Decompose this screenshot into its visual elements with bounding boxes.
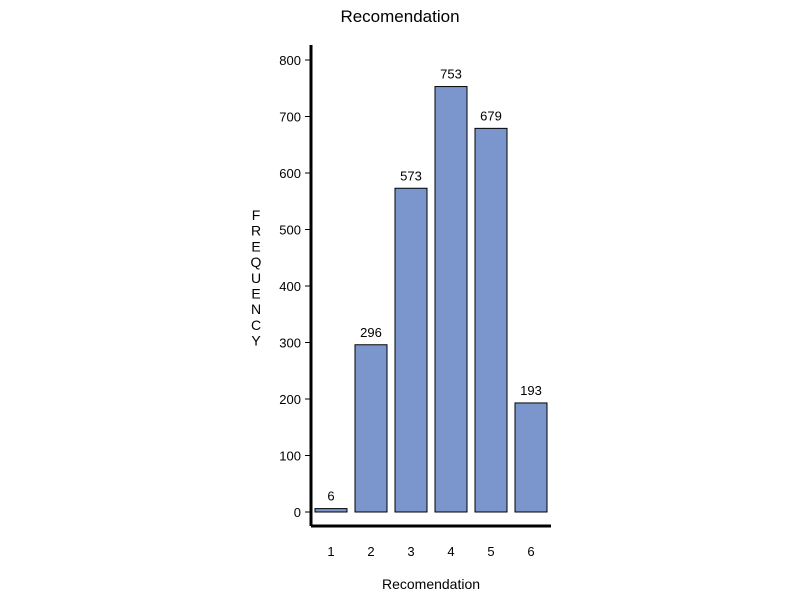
bar-6 <box>514 402 548 513</box>
y-tick-label: 600 <box>279 166 301 181</box>
y-tick-label: 200 <box>279 392 301 407</box>
bar-value-label: 193 <box>520 383 542 398</box>
x-axis-ticks: 1 2 3 4 5 6 <box>327 544 534 559</box>
x-tick-label: 1 <box>327 544 334 559</box>
bar-4 <box>434 86 468 513</box>
bar-5 <box>474 127 508 513</box>
bar-value-label: 296 <box>360 325 382 340</box>
y-tick-label: 500 <box>279 223 301 238</box>
chart-title: Recomendation <box>340 7 459 26</box>
x-tick-label: 2 <box>367 544 374 559</box>
bar-3 <box>394 187 428 513</box>
x-tick-label: 3 <box>407 544 414 559</box>
bar-value-label: 679 <box>480 108 502 123</box>
x-tick-label: 6 <box>527 544 534 559</box>
y-axis-ticks: 0 100 200 300 400 500 600 700 800 <box>279 53 311 520</box>
y-tick-label: 100 <box>279 449 301 464</box>
x-axis-label: Recomendation <box>382 576 480 592</box>
x-tick-label: 4 <box>447 544 454 559</box>
bar-value-label: 6 <box>327 489 334 504</box>
bar-1 <box>314 508 348 513</box>
bar-value-label: 753 <box>440 67 462 82</box>
bar-data-labels: 6 296 573 753 679 193 <box>327 67 541 504</box>
bar-value-label: 573 <box>400 168 422 183</box>
y-tick-label: 400 <box>279 279 301 294</box>
y-tick-label: 800 <box>279 53 301 68</box>
bar-2 <box>354 344 388 513</box>
bars <box>314 86 548 513</box>
y-tick-label: 0 <box>294 505 301 520</box>
y-tick-label: 700 <box>279 110 301 125</box>
x-tick-label: 5 <box>487 544 494 559</box>
y-tick-label: 300 <box>279 336 301 351</box>
